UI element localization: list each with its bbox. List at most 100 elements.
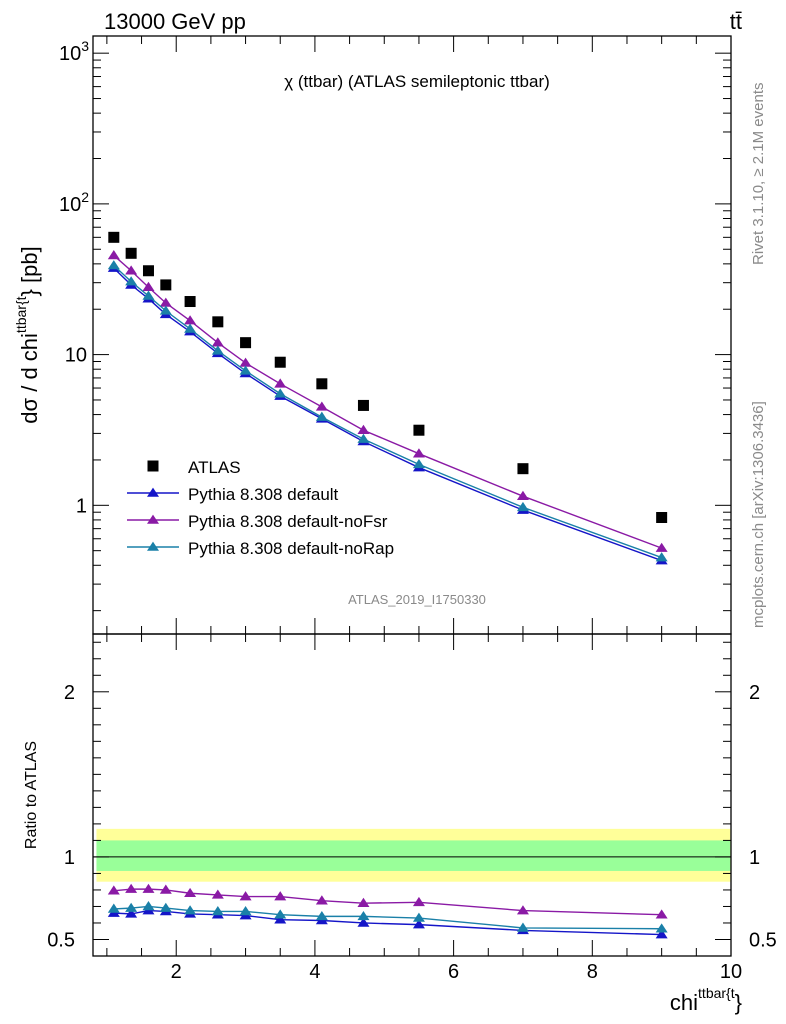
ratio-point-series-1 [357,897,370,907]
data-point-series-3 [412,458,425,469]
ratio-point-series-1 [274,891,287,901]
data-point-series-2 [211,337,224,347]
ratio-point-series-2 [107,903,120,913]
data-point-series-2 [655,542,668,552]
data-point-atlas [316,378,328,390]
data-point-series-3 [211,345,224,355]
legend-label-2: Pythia 8.308 default-noFsr [188,512,388,531]
mcplots-label: mcplots.cern.ch [arXiv:1306.3436] [750,401,767,628]
ratio-line-0 [113,909,662,936]
ratio-point-series-1 [315,895,328,905]
main-y-tick-label: 102 [59,189,89,216]
legend-label-3: Pythia 8.308 default-noRap [188,539,394,558]
ratio-point-series-2 [159,902,172,912]
ratio-point-series-1 [655,909,668,919]
legend-label-0: ATLAS [188,458,241,477]
data-point-series-3 [655,552,668,562]
ratio-point-series-1 [159,884,172,894]
x-axis-label: chittbar{t} [670,985,742,1015]
data-point-series-2 [107,250,120,260]
data-point-series-3 [357,433,370,443]
ratio-point-series-1 [211,889,224,899]
legend-marker-atlas [147,460,159,472]
ratio-point-series-1 [412,896,425,907]
main-y-tick-label: 1 [76,495,87,517]
data-point-atlas [517,463,529,475]
ratio-point-series-2 [274,909,287,919]
data-point-series-3 [274,388,287,398]
data-point-atlas [160,279,172,291]
data-point-atlas [240,337,252,349]
data-point-series-2 [516,490,529,500]
legend: ATLAS Pythia 8.308 default Pythia 8.308 de… [127,458,394,558]
ratio-y-tick-label: 2 [64,682,75,704]
ratio-point-series-2 [315,910,328,921]
ratio-y-tick-label-right: 2 [749,682,760,704]
legend-marker-1 [147,487,159,497]
ratio-point-series-0 [125,908,138,918]
data-point-series-2 [184,315,197,325]
main-plot-title: χ (ttbar) (ATLAS semileptonic ttbar) [284,72,550,91]
data-point-series-3 [107,260,120,270]
ratio-uncertainty-band-inner [96,840,731,871]
data-point-atlas [413,424,425,436]
series-line-2 [113,254,662,549]
ratio-point-series-1 [107,885,120,895]
ratio-y-tick-label: 0.5 [47,929,75,951]
data-point-atlas [357,399,369,411]
data-point-series-2 [315,401,328,411]
ratio-point-series-2 [125,902,138,912]
ratio-point-series-2 [239,906,252,916]
ratio-point-series-1 [239,891,252,901]
ratio-plot-panel: 2 4 6 8 10 0.5 0.5 1 1 2 2 Ratio to ATLAS chittbar… [23,633,777,1015]
data-point-series-2 [274,378,287,388]
main-y-tick-label: 10 [65,345,87,367]
main-y-axis-label: dσ / d chittbar{t} [pb] [13,246,42,423]
ratio-point-series-0 [412,919,425,929]
legend-marker-2 [147,514,159,524]
ratio-y-tick-label-right: 0.5 [749,929,777,951]
ratio-point-series-2 [142,901,155,911]
data-point-series-3 [142,290,155,300]
x-tick-label: 10 [720,961,742,983]
data-point-atlas [656,512,668,524]
data-point-series-3 [184,323,197,333]
legend-label-1: Pythia 8.308 default [188,485,339,504]
data-point-series-2 [412,448,425,458]
ratio-point-series-2 [184,905,197,915]
data-point-series-3 [315,411,328,421]
ratio-point-series-1 [184,887,197,898]
data-point-atlas [142,265,154,277]
ratio-point-series-0 [274,914,287,924]
data-point-series-2 [239,357,252,367]
ratio-point-series-0 [655,929,668,939]
ratio-point-series-0 [357,917,370,927]
ratio-y-axis-label: Ratio to ATLAS [23,741,40,849]
ratio-point-series-1 [516,905,529,915]
data-point-series-2 [357,424,370,434]
main-plot-panel: χ (ttbar) (ATLAS semileptonic ttbar) ATL… [13,35,732,635]
ratio-plot-frame [92,633,732,957]
ratio-point-series-1 [142,883,155,893]
data-point-atlas [274,356,286,368]
ratio-y-tick-label-right: 1 [749,847,760,869]
data-point-series-3 [516,501,529,512]
ratio-point-series-2 [516,922,529,932]
ratio-y-tick-label: 1 [64,847,75,869]
header-process-label: tt̄ [730,9,742,34]
x-tick-label: 2 [171,961,182,983]
rivet-version-label: Rivet 3.1.10, ≥ 2.1M events [750,83,767,266]
data-point-atlas [184,296,196,308]
legend-marker-3 [147,541,159,551]
main-y-tick-label: 103 [59,38,89,65]
x-tick-label: 6 [448,961,459,983]
data-point-series-2 [142,281,155,291]
data-point-atlas [108,231,120,243]
x-tick-label: 8 [587,961,598,983]
analysis-watermark: ATLAS_2019_I1750330 [348,592,486,607]
header-energy-label: 13000 GeV pp [104,9,246,34]
data-point-series-3 [125,276,138,286]
data-point-series-3 [159,305,172,315]
ratio-point-series-2 [655,923,668,933]
